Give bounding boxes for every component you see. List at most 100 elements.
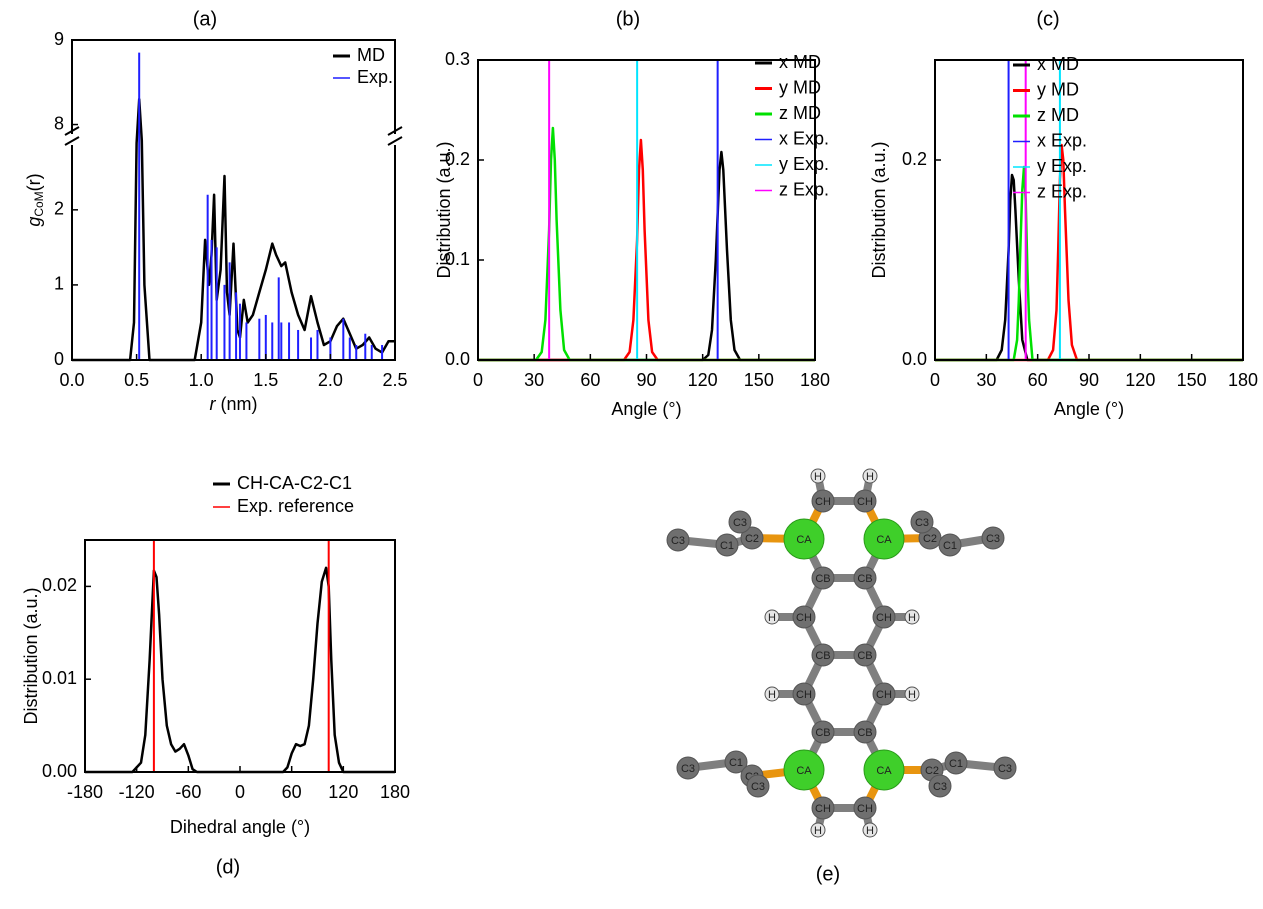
x-tick-label: 180	[800, 370, 830, 390]
legend-label: x MD	[1037, 54, 1079, 74]
x-tick-label: 120	[328, 782, 358, 802]
x-axis-label-part: Dihedral angle (°)	[170, 817, 310, 837]
legend-label: z Exp.	[1037, 181, 1087, 201]
y-axis-label: gCoM(r)	[24, 173, 46, 226]
x-tick-label: 90	[636, 370, 656, 390]
plot-frame	[85, 540, 395, 772]
legend-label: y Exp.	[779, 154, 829, 174]
y-tick-label: 0.01	[42, 668, 77, 688]
x-tick-label: 0	[473, 370, 483, 390]
plot-frame	[935, 60, 1243, 360]
y-tick-label: 0.0	[902, 349, 927, 369]
atom-label: CB	[857, 727, 872, 739]
panel-label: (b)	[616, 8, 640, 30]
x-axis-label: Angle (°)	[1054, 399, 1124, 419]
y-axis-label-part: CoM	[32, 191, 46, 216]
y-tick-label: 0.02	[42, 575, 77, 595]
x-tick-label: 0	[235, 782, 245, 802]
y-tick-label: 0	[54, 349, 64, 369]
atom-label: H	[814, 471, 822, 483]
atom-label: H	[814, 825, 822, 837]
atom-label: C3	[986, 533, 1000, 545]
data-line	[72, 99, 395, 360]
legend-label: z MD	[1037, 105, 1079, 125]
panel-label: (d)	[216, 856, 240, 878]
x-axis-label-part: (nm)	[221, 394, 258, 414]
atom-label: C3	[933, 781, 947, 793]
plot-frame	[72, 40, 395, 360]
y-axis-label-part: Distribution (a.u.)	[869, 141, 889, 278]
x-axis-label-part: Angle (°)	[611, 399, 681, 419]
x-tick-label: 180	[380, 782, 410, 802]
atom-label: CB	[815, 650, 830, 662]
legend-label: y Exp.	[1037, 156, 1087, 176]
atom-label: CH	[857, 496, 873, 508]
y-tick-label: 2	[54, 199, 64, 219]
atom-label: C1	[720, 540, 734, 552]
x-tick-label: 30	[524, 370, 544, 390]
x-tick-label: -60	[175, 782, 201, 802]
atom-label: CH	[815, 496, 831, 508]
x-axis-label-part: Angle (°)	[1054, 399, 1124, 419]
x-axis-label: r(nm)	[210, 394, 258, 414]
legend-label: Exp.	[357, 67, 393, 87]
y-tick-label: 0.3	[445, 49, 470, 69]
atom-label: C2	[923, 533, 937, 545]
x-tick-label: 150	[744, 370, 774, 390]
y-axis-label-part: Distribution (a.u.)	[434, 141, 454, 278]
legend-label: MD	[357, 45, 385, 65]
atom-label: C3	[733, 517, 747, 529]
atom-label: H	[908, 689, 916, 701]
legend-label: CH-CA-C2-C1	[237, 473, 352, 493]
atom-label: C3	[998, 763, 1012, 775]
y-axis-label-part: Distribution (a.u.)	[21, 587, 41, 724]
x-tick-label: 30	[976, 370, 996, 390]
x-tick-label: 90	[1079, 370, 1099, 390]
x-tick-label: 60	[580, 370, 600, 390]
atom-label: CH	[796, 612, 812, 624]
y-axis-label-part: (r)	[24, 173, 44, 191]
data-line	[935, 145, 1243, 360]
y-axis-label: Distribution (a.u.)	[21, 587, 41, 724]
x-tick-label: 1.5	[253, 370, 278, 390]
atom-label: CA	[796, 534, 812, 546]
atom-label: C1	[949, 758, 963, 770]
atom-label: CA	[796, 765, 812, 777]
x-tick-label: 180	[1228, 370, 1258, 390]
atom-label: CB	[815, 573, 830, 585]
atom-label: CH	[876, 612, 892, 624]
atom-label: CB	[857, 573, 872, 585]
y-tick-label: 1	[54, 274, 64, 294]
x-axis-label: Angle (°)	[611, 399, 681, 419]
atom-label: CH	[876, 689, 892, 701]
x-axis-label-part: r	[210, 394, 217, 414]
atom-label: C3	[681, 763, 695, 775]
panel-label: (a)	[193, 8, 217, 30]
panel-label: (e)	[816, 863, 840, 885]
atom-label: H	[768, 612, 776, 624]
atom-label: H	[866, 825, 874, 837]
data-line	[935, 175, 1243, 360]
data-line	[85, 568, 395, 772]
data-line	[935, 167, 1243, 360]
legend-label: Exp. reference	[237, 496, 354, 516]
atom-label: C3	[671, 535, 685, 547]
atom-label: H	[908, 612, 916, 624]
y-tick-label: 0.2	[902, 149, 927, 169]
x-axis-label: Dihedral angle (°)	[170, 817, 310, 837]
atom-label: CH	[815, 803, 831, 815]
x-tick-label: 2.0	[318, 370, 343, 390]
y-axis-label-part: g	[24, 217, 44, 227]
x-tick-label: -120	[119, 782, 155, 802]
x-tick-label: 0.5	[124, 370, 149, 390]
x-tick-label: 60	[1028, 370, 1048, 390]
atom-label: CH	[857, 803, 873, 815]
legend-label: x Exp.	[779, 128, 829, 148]
atom-label: C3	[751, 781, 765, 793]
y-tick-label: 8	[54, 113, 64, 133]
atom-label: CB	[815, 727, 830, 739]
legend-label: z Exp.	[779, 179, 829, 199]
atom-label: C3	[915, 517, 929, 529]
x-tick-label: 1.0	[189, 370, 214, 390]
x-tick-label: 150	[1177, 370, 1207, 390]
